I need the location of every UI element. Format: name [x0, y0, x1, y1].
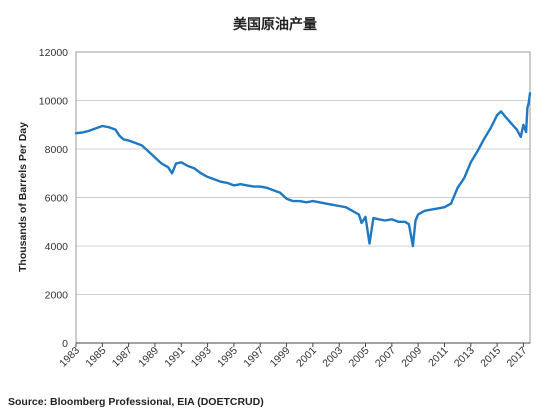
y-tick-label: 4000: [45, 241, 69, 253]
x-tick-label: 1983: [57, 345, 82, 370]
x-tick-label: 2009: [399, 345, 424, 370]
x-tick-label: 2013: [452, 345, 477, 370]
x-tick-label: 1989: [136, 345, 161, 370]
y-tick-label: 10000: [39, 96, 68, 108]
source-note: Source: Bloomberg Professional, EIA (DOE…: [8, 396, 264, 408]
x-tick-label: 1993: [189, 345, 214, 370]
x-tick-label: 1991: [162, 345, 187, 370]
y-axis-ticks: 0 2000 4000 6000 8000 10000 12000: [39, 47, 68, 350]
series-line: [74, 91, 532, 248]
y-tick-label: 2000: [45, 290, 69, 302]
x-tick-label: 2015: [478, 345, 503, 370]
y-tick-label: 6000: [45, 193, 69, 205]
x-tick-label: 2007: [373, 345, 398, 370]
x-tick-label: 1995: [215, 345, 240, 370]
x-tick-label: 1987: [110, 345, 135, 370]
series-layer: [74, 91, 532, 248]
y-tick-label: 0: [62, 338, 68, 350]
x-tick-label: 2001: [294, 345, 319, 370]
y-tick-label: 12000: [39, 47, 68, 59]
x-tick-label: 1999: [268, 345, 293, 370]
y-axis-title: Thousands of Barrels Per Day: [17, 122, 29, 272]
chart-title: 美国原油产量: [233, 16, 317, 33]
x-tick-label: 2011: [426, 345, 451, 370]
grid-lines: [76, 51, 530, 295]
x-tick-label: 2005: [347, 345, 372, 370]
x-tick-label: 1997: [241, 345, 266, 370]
x-tick-label: 1985: [83, 345, 108, 370]
x-tick-label: 2017: [505, 345, 530, 370]
x-tick-label: 2003: [320, 345, 345, 370]
y-tick-label: 8000: [45, 144, 69, 156]
x-axis-ticks: 1983 1985 1987 1989 1991 1993 1995 1997 1999 2001…: [57, 343, 530, 370]
